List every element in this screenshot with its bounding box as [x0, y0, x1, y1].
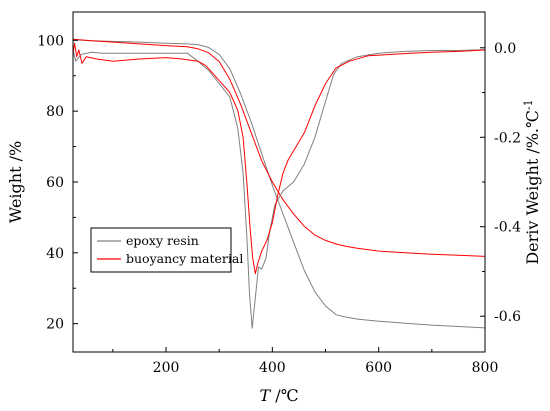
plot-lines: [72, 38, 486, 329]
y-left-tick-label: 80: [46, 104, 64, 120]
y-right-tick-label: 0.0: [494, 41, 516, 57]
y-axis-right-title-sup: -1: [522, 99, 535, 110]
plot-frame: [72, 11, 486, 353]
legend-label-epoxy-resin: epoxy resin: [126, 233, 199, 248]
series-dtg-buoyancy-material: [72, 42, 486, 275]
y-axis-left-title: Weight /%: [6, 141, 25, 223]
legend-box: [90, 227, 232, 273]
x-axis: 200 400 600 800: [112, 347, 499, 376]
y-left-tick-label: 100: [37, 33, 64, 49]
x-axis-unit: /℃: [270, 386, 298, 405]
y-left-tick-label: 60: [46, 175, 64, 191]
x-tick-label: 200: [153, 360, 180, 376]
legend-label-buoyancy-material: buoyancy material: [126, 251, 243, 266]
y-left-tick-label: 40: [46, 246, 64, 262]
y-right-tick-label: -0.6: [494, 309, 521, 325]
y-axis-right-title: Deriv Weight /%.℃-1: [522, 99, 542, 264]
x-tick-label: 800: [472, 360, 499, 376]
series-dtg-epoxy-resin: [72, 49, 486, 329]
legend: epoxy resin buoyancy material: [90, 227, 243, 273]
x-tick-label: 400: [259, 360, 286, 376]
y-axis-right: -0.6 -0.4 -0.2 0.0: [480, 41, 521, 325]
y-left-tick-label: 20: [46, 317, 64, 333]
x-axis-symbol: T: [259, 386, 271, 405]
x-axis-title: T /℃: [259, 386, 298, 405]
y-right-tick-label: -0.2: [494, 130, 521, 146]
y-right-tick-label: -0.4: [494, 220, 521, 236]
y-axis-right-title-text: Deriv Weight /%.℃: [523, 110, 542, 265]
y-axis-left: 20 40 60 80 100: [37, 33, 78, 333]
series-tg-epoxy-resin: [72, 39, 486, 329]
series-tg-buoyancy-material: [72, 38, 486, 257]
x-tick-label: 600: [365, 360, 392, 376]
